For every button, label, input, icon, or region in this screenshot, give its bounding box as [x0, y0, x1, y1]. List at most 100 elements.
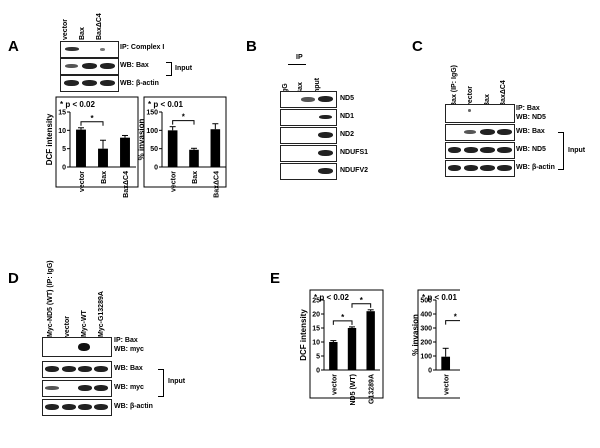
lane-label: BaxΔC4 [500, 80, 507, 107]
blot-band [82, 63, 97, 69]
blot-label: WB: β-actin [120, 80, 159, 87]
x-tick-label: BaxΔC4 [123, 171, 130, 198]
y-tick-label: 0 [316, 368, 320, 375]
input-bracket [166, 62, 172, 76]
blot-band [480, 147, 495, 153]
blot-label: WB: β-actin [114, 403, 153, 410]
y-axis-label: DCF intensity [299, 309, 308, 361]
input-bracket [558, 132, 564, 170]
y-tick-label: 50 [150, 146, 158, 153]
blot-strip [445, 160, 515, 177]
chart-frame [309, 289, 384, 399]
bar [167, 130, 178, 167]
blot-band [448, 147, 461, 153]
significance-bracket [332, 320, 353, 325]
blot-label: WB: Bax [114, 365, 143, 372]
chart-e-dcf: 0 5 10 15 20 25 DCF intensity vector ND5 (WT) G13… [299, 289, 384, 406]
blot-band [497, 129, 512, 135]
blot-label: IP: Bax [516, 105, 540, 112]
lane-label: Bax (IP: IgG) [451, 64, 458, 107]
bar [76, 129, 86, 167]
blot-band [65, 47, 79, 51]
y-tick-label: 5 [62, 146, 66, 153]
panel-label-c: C [412, 38, 423, 55]
blot-strip [445, 104, 515, 123]
blot-band [318, 168, 333, 174]
bar [329, 342, 338, 370]
blot-band [480, 165, 495, 171]
blot-label: ND5 [340, 95, 355, 102]
lane-label: Myc-WT [81, 310, 88, 337]
p-value-label: * p < 0.01 [422, 293, 457, 302]
chart-frame [55, 96, 139, 188]
panel-a-charts: 0 5 10 15 DCF intensity vector Bax BaxΔC4 * p < … [45, 96, 227, 198]
blot-band [464, 147, 478, 153]
chart-frame [143, 96, 227, 188]
significance-bracket [445, 320, 460, 325]
bar [98, 148, 108, 167]
blot-label: NDUFS1 [340, 149, 369, 156]
input-bracket [158, 369, 164, 397]
blot-strip [280, 127, 337, 144]
blot-band [62, 404, 76, 410]
blot-band [78, 404, 92, 410]
lane-label: BaxΔC4 [96, 13, 103, 40]
blot-strip [42, 399, 112, 416]
blot-band [82, 80, 97, 86]
ip-line [288, 64, 306, 65]
blot-label: IP: Bax [114, 337, 138, 344]
chart-a-invasion: 0 50 100 150% invasion vector Bax BaxΔC4 * p < … [137, 96, 227, 198]
blot-label: WB: β-actin [516, 164, 555, 171]
blot-band [301, 97, 315, 102]
y-tick-label: 400 [420, 312, 432, 319]
bar [120, 137, 130, 167]
blot-label: ND1 [340, 113, 355, 120]
blot-band [100, 80, 115, 86]
bar [347, 328, 357, 370]
blot-strip [280, 163, 337, 180]
significance-star: * [454, 313, 458, 322]
blot-label: WB: Bax [516, 128, 545, 135]
bar [441, 356, 451, 370]
lane-label: Myc-ND5 (WT) (IP: IgG) [47, 260, 54, 337]
blot-strip [42, 337, 112, 357]
blot-band [100, 48, 105, 51]
significance-bracket [351, 303, 372, 308]
significance-bracket [80, 121, 104, 126]
y-tick-label: 15 [312, 326, 320, 333]
y-tick-label: 100 [420, 354, 432, 361]
blot-strip [445, 142, 515, 159]
lane-label: vector [64, 315, 71, 337]
blot-band [94, 385, 108, 391]
y-axis-label: % invasion [137, 118, 146, 160]
blot-band [464, 130, 476, 134]
blot-band [497, 165, 512, 171]
y-tick-label: 15 [58, 110, 66, 117]
blot-band [100, 63, 115, 69]
blot-band [78, 366, 92, 372]
blot-band [468, 109, 471, 112]
input-label: Input [175, 65, 193, 72]
lane-label: Bax [79, 27, 86, 40]
significance-star: * [182, 113, 186, 122]
chart-a-dcf: 0 5 10 15 DCF intensity vector Bax BaxΔC4 * p < … [45, 96, 139, 198]
x-tick-label: BaxΔC4 [213, 171, 220, 198]
x-tick-label: ND5 (WT) [350, 374, 357, 406]
blot-label: WB: ND5 [516, 146, 546, 153]
blot-band [78, 343, 90, 351]
blot-band [319, 115, 332, 119]
blot-band [318, 96, 333, 102]
significance-bracket [172, 120, 195, 125]
blot-band [480, 129, 495, 135]
blot-band [78, 385, 92, 391]
y-tick-label: 200 [420, 340, 432, 347]
y-axis-label: DCF intensity [45, 113, 54, 165]
p-value-label: * p < 0.01 [148, 100, 183, 109]
significance-star: * [341, 313, 345, 322]
bar [366, 311, 375, 370]
y-tick-label: 100 [146, 128, 158, 135]
blot-band [464, 165, 478, 171]
x-tick-label: vector [444, 374, 451, 395]
x-tick-label: vector [331, 374, 338, 395]
significance-star: * [360, 296, 364, 305]
